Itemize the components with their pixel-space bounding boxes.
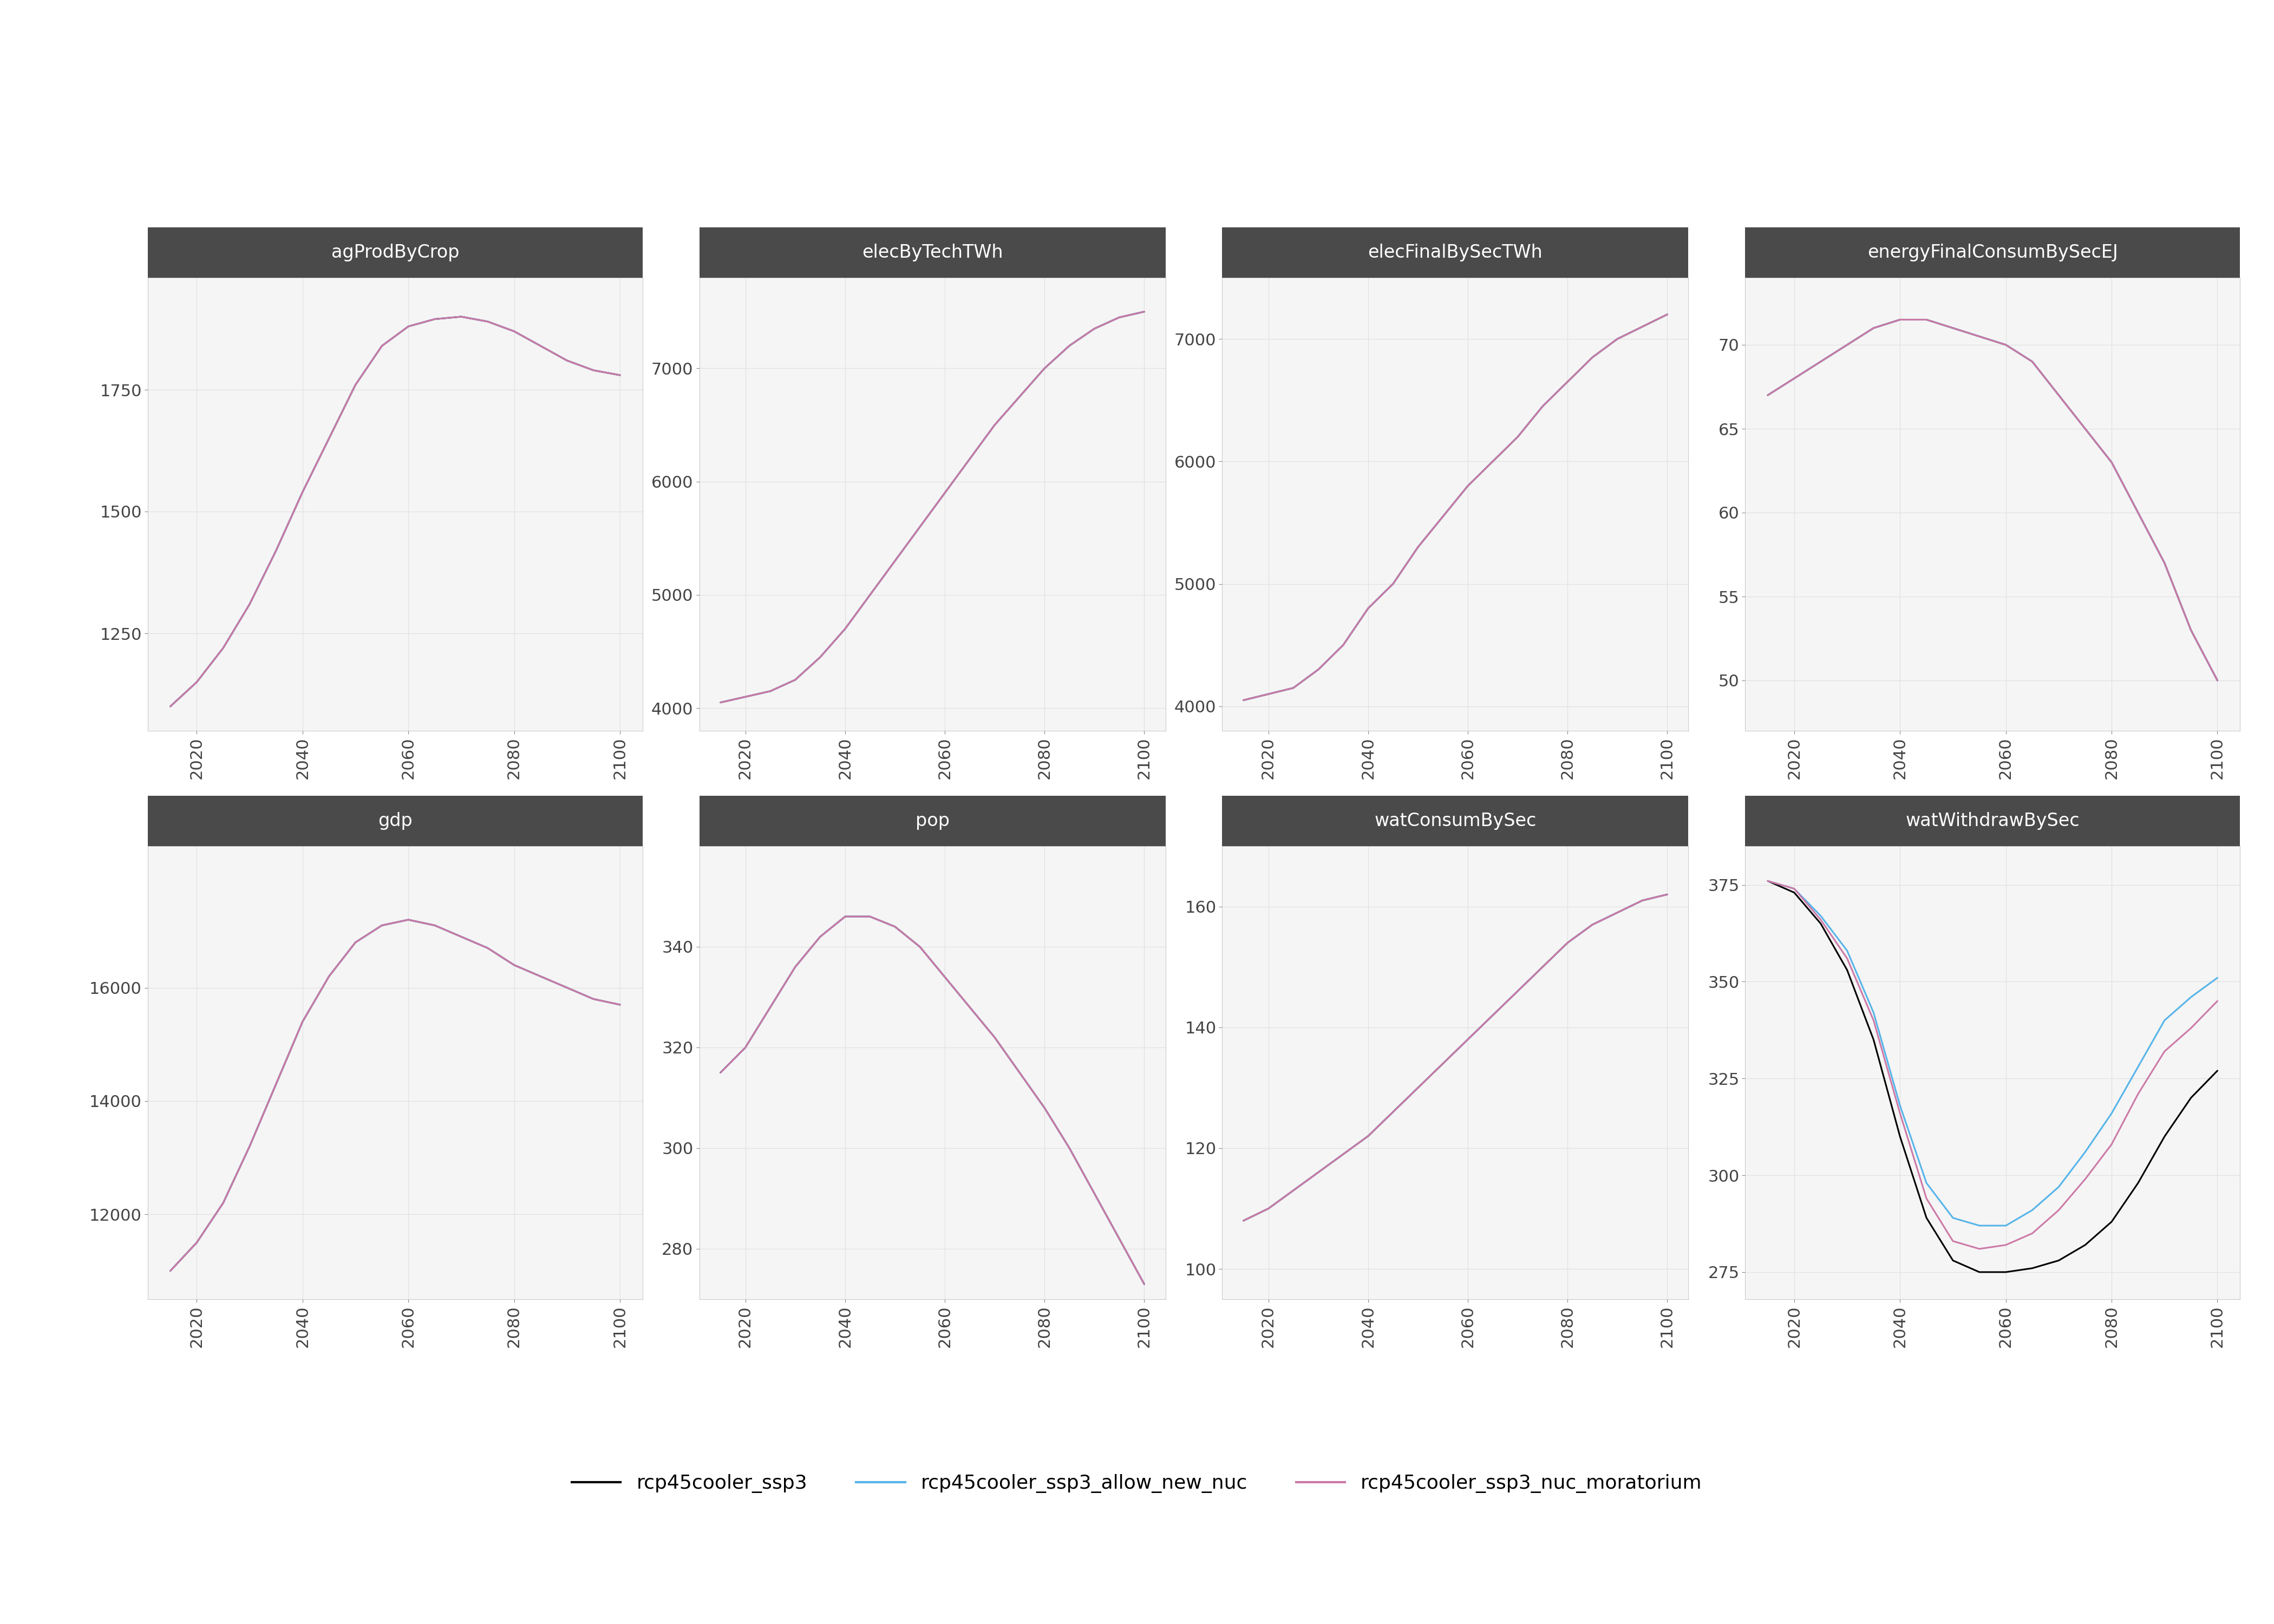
- Text: watWithdrawBySec: watWithdrawBySec: [1906, 812, 2081, 830]
- Legend: rcp45cooler_ssp3, rcp45cooler_ssp3_allow_new_nuc, rcp45cooler_ssp3_nuc_moratoriu: rcp45cooler_ssp3, rcp45cooler_ssp3_allow…: [564, 1466, 1710, 1501]
- Text: pop: pop: [914, 812, 951, 830]
- Text: elecFinalBySecTWh: elecFinalBySecTWh: [1369, 244, 1542, 261]
- Text: elecByTechTWh: elecByTechTWh: [862, 244, 1003, 261]
- Text: gdp: gdp: [377, 812, 412, 830]
- Text: agProdByCrop: agProdByCrop: [332, 244, 459, 261]
- Text: energyFinalConsumBySecEJ: energyFinalConsumBySecEJ: [1867, 244, 2117, 261]
- Text: watConsumBySec: watConsumBySec: [1373, 812, 1537, 830]
